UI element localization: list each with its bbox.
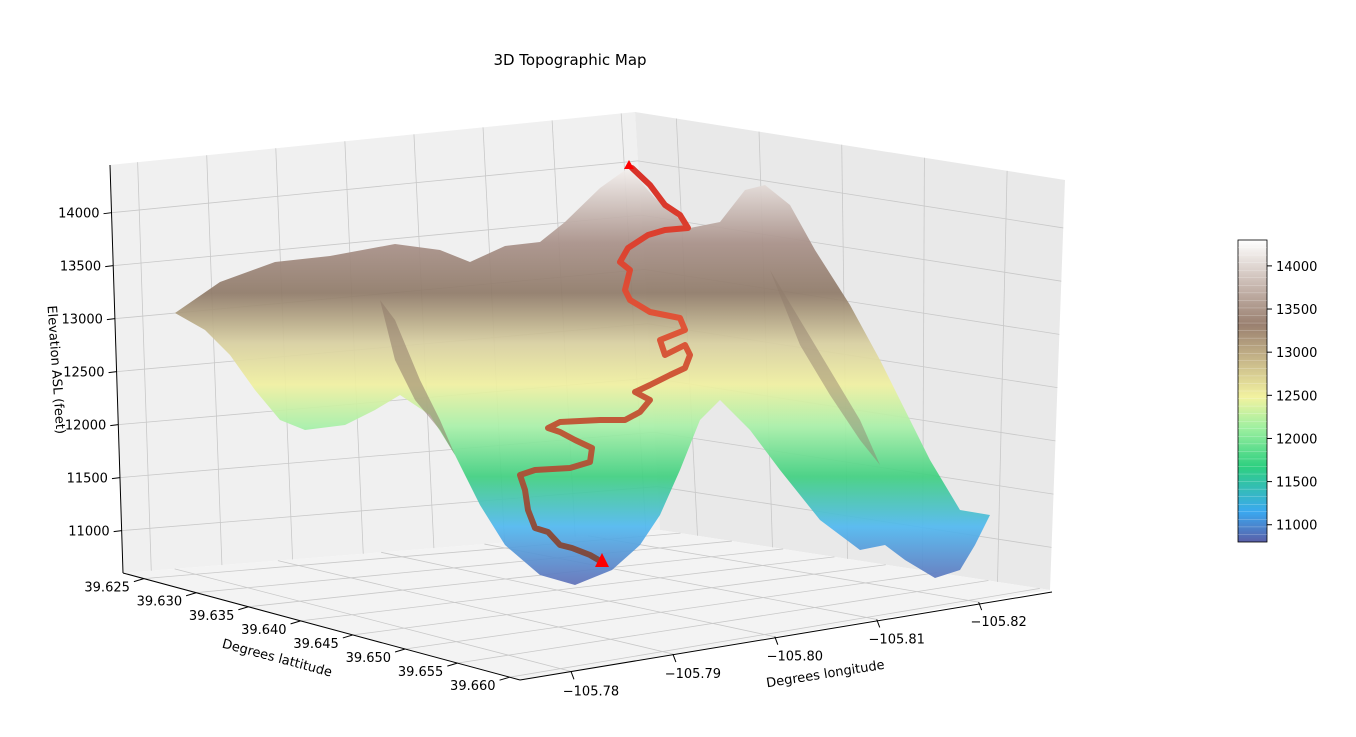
y-tick-label: −105.80 <box>767 650 823 665</box>
x-tick-mark <box>447 662 458 667</box>
x-axis-line <box>122 572 521 681</box>
y-grid-line <box>587 535 979 603</box>
y-tick-mark <box>672 653 677 663</box>
colorbar-ticks: 11000 11500 12000 12500 13000 13500 14000 <box>1267 260 1317 534</box>
x-tick-label: 39.640 <box>241 623 287 638</box>
x-tick-label: 39.650 <box>346 651 392 666</box>
x-tick-mark <box>342 634 353 639</box>
floor-pane <box>123 530 1050 680</box>
z-tick-label: 11000 <box>68 525 109 540</box>
x-grid-line <box>405 572 938 650</box>
z-tick-mark <box>103 212 112 215</box>
x-grid-line <box>300 556 835 622</box>
colorbar: 11000 11500 12000 12500 13000 13500 14000 <box>1237 239 1317 543</box>
y-tick-mark <box>774 636 779 645</box>
colorbar-tick-label: 12500 <box>1276 389 1317 404</box>
z-tick-mark <box>111 477 121 480</box>
y-tick-mark <box>570 671 575 680</box>
x-tick-mark <box>290 620 301 625</box>
y-tick-mark <box>978 601 983 611</box>
z-grid-line <box>111 160 1064 229</box>
x-grid-line <box>248 548 784 608</box>
z-tick-mark <box>113 530 122 533</box>
x-grid-line <box>457 580 989 664</box>
chart-title: 3D Topographic Map <box>493 51 646 69</box>
y-grid-line <box>277 560 673 655</box>
colorbar-stripes <box>1238 247 1267 535</box>
axis-lines <box>109 164 1053 681</box>
y-tick-label: −105.82 <box>970 615 1026 630</box>
z-tick-mark <box>105 265 114 268</box>
y-axis-ticks: −105.78 −105.79 −105.80 −105.81 −105.82 <box>563 601 1027 699</box>
z-tick-label: 14000 <box>58 207 99 222</box>
y-grid-line <box>381 551 775 638</box>
terrain-surface <box>175 168 990 585</box>
y-tick-mark <box>876 619 881 628</box>
surface-ridge-shadow-right <box>770 270 880 465</box>
colorbar-tick-label: 11000 <box>1276 519 1317 534</box>
x-tick-label: 39.630 <box>137 595 183 610</box>
x-tick-mark <box>499 676 510 681</box>
z-tick-label: 12500 <box>63 366 104 381</box>
colorbar-tick-label: 14000 <box>1276 260 1317 275</box>
colorbar-tick-label: 13000 <box>1276 346 1317 361</box>
x-tick-label: 39.645 <box>293 637 339 652</box>
surface-ridge-shadow <box>380 300 455 455</box>
x-tick-mark <box>238 606 249 611</box>
colorbar-tick-label: 12000 <box>1276 432 1317 447</box>
x-tick-label: 39.660 <box>450 679 496 694</box>
x-tick-label: 39.625 <box>84 581 130 596</box>
trail-path <box>517 165 693 565</box>
x-tick-label: 39.655 <box>398 665 444 680</box>
z-axis-ticks: 11000 11500 12000 12500 13000 13500 14000 <box>58 207 122 540</box>
z-tick-label: 12000 <box>65 419 106 434</box>
colorbar-tick-label: 11500 <box>1276 476 1317 491</box>
z-tick-label: 11500 <box>67 472 108 487</box>
trail-start-marker <box>595 553 609 567</box>
x-tick-label: 39.635 <box>189 609 235 624</box>
x-wall-grid-line <box>206 155 223 566</box>
y-grid-line <box>174 568 572 672</box>
z-axis-line <box>109 164 124 574</box>
y-tick-label: −105.78 <box>563 684 619 699</box>
y-wall-grid-line <box>997 170 1008 582</box>
colorbar-tick-label: 13500 <box>1276 303 1317 318</box>
x-tick-mark <box>185 592 197 597</box>
surface-ridge-left <box>175 168 990 585</box>
x-tick-mark <box>133 578 145 583</box>
z-tick-mark <box>108 371 117 374</box>
x-grid-line <box>509 588 1040 678</box>
trail-group <box>517 160 693 567</box>
x-grid-line <box>352 564 886 636</box>
y-tick-label: −105.81 <box>869 632 925 647</box>
x-tick-mark <box>394 648 406 653</box>
z-tick-label: 13000 <box>62 313 103 328</box>
z-tick-mark <box>110 424 119 427</box>
y-tick-label: −105.79 <box>665 667 721 682</box>
x-wall-grid-line <box>137 162 152 571</box>
y-axis-line <box>519 591 1053 681</box>
trail-end-marker <box>624 160 634 169</box>
x-axis-ticks: 39.625 39.630 39.635 39.640 39.645 39.650 39.6… <box>84 578 510 694</box>
z-tick-mark <box>106 318 115 321</box>
x-grid-line <box>196 540 732 594</box>
z-tick-label: 13500 <box>60 260 101 275</box>
